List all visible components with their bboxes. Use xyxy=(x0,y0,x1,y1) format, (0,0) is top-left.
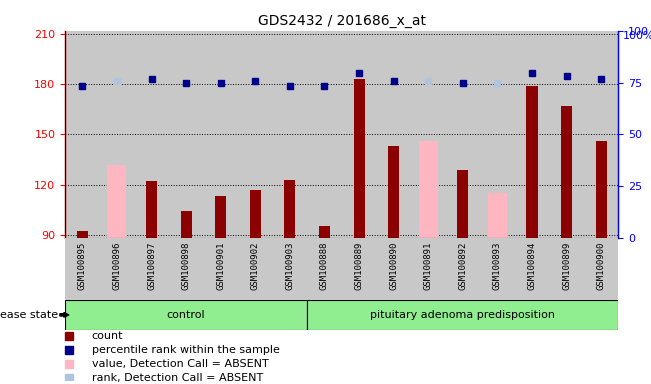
Bar xyxy=(215,196,227,238)
Text: GSM100891: GSM100891 xyxy=(424,241,433,290)
Bar xyxy=(419,141,437,238)
Text: GSM100896: GSM100896 xyxy=(113,241,122,290)
Bar xyxy=(488,193,507,238)
Text: rank, Detection Call = ABSENT: rank, Detection Call = ABSENT xyxy=(92,373,263,383)
Bar xyxy=(388,146,399,238)
Bar xyxy=(596,141,607,238)
Bar xyxy=(561,106,572,238)
Bar xyxy=(527,86,538,238)
Title: GDS2432 / 201686_x_at: GDS2432 / 201686_x_at xyxy=(258,14,426,28)
Text: GSM100893: GSM100893 xyxy=(493,241,502,290)
Text: GSM100899: GSM100899 xyxy=(562,241,571,290)
Text: value, Detection Call = ABSENT: value, Detection Call = ABSENT xyxy=(92,359,268,369)
Text: GSM100888: GSM100888 xyxy=(320,241,329,290)
Text: GSM100890: GSM100890 xyxy=(389,241,398,290)
Text: GSM100898: GSM100898 xyxy=(182,241,191,290)
Bar xyxy=(284,180,296,238)
Text: GSM100894: GSM100894 xyxy=(527,241,536,290)
Text: pituitary adenoma predisposition: pituitary adenoma predisposition xyxy=(370,310,555,320)
Bar xyxy=(353,79,365,238)
Text: GSM100900: GSM100900 xyxy=(597,241,605,290)
Text: GSM100895: GSM100895 xyxy=(78,241,87,290)
Text: disease state: disease state xyxy=(0,310,59,320)
Text: 100%: 100% xyxy=(622,31,651,41)
Bar xyxy=(107,164,126,238)
Text: GSM100889: GSM100889 xyxy=(355,241,363,290)
Bar xyxy=(307,300,618,330)
Text: control: control xyxy=(167,310,206,320)
Text: GSM100897: GSM100897 xyxy=(147,241,156,290)
Text: GSM100903: GSM100903 xyxy=(285,241,294,290)
Bar xyxy=(319,227,330,238)
Bar xyxy=(180,211,191,238)
Text: GSM100892: GSM100892 xyxy=(458,241,467,290)
Bar xyxy=(146,181,157,238)
Bar xyxy=(250,190,261,238)
Bar xyxy=(65,300,307,330)
Text: GSM100901: GSM100901 xyxy=(216,241,225,290)
Text: count: count xyxy=(92,331,123,341)
Bar xyxy=(77,232,88,238)
Bar xyxy=(457,169,468,238)
Text: percentile rank within the sample: percentile rank within the sample xyxy=(92,345,279,355)
Text: GSM100902: GSM100902 xyxy=(251,241,260,290)
